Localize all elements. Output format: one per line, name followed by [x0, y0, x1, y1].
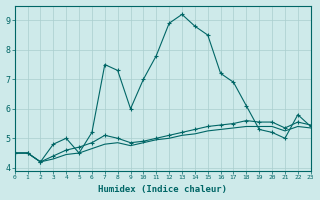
- X-axis label: Humidex (Indice chaleur): Humidex (Indice chaleur): [98, 185, 227, 194]
